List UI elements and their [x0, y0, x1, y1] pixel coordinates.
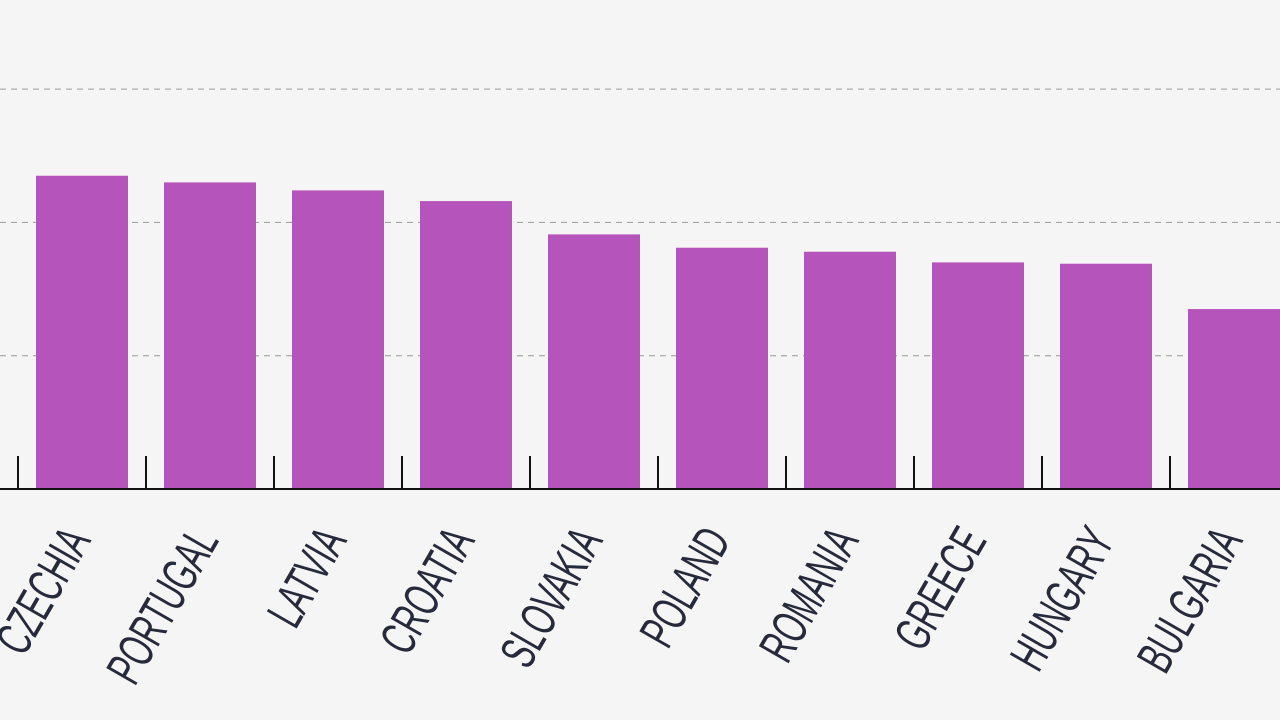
bar-latvia: [292, 190, 384, 489]
bar-croatia: [420, 201, 512, 489]
bar-czechia: [36, 175, 128, 489]
bar-romania: [804, 251, 896, 489]
bar-portugal: [164, 182, 256, 489]
bar-greece: [932, 262, 1024, 489]
bar-hungary: [1060, 263, 1152, 489]
bar-bulgaria: [1188, 309, 1280, 489]
bar-poland: [676, 247, 768, 489]
bar-slovakia: [548, 234, 640, 489]
bars: [36, 175, 1280, 489]
x-axis-ticks: [17, 456, 1171, 489]
